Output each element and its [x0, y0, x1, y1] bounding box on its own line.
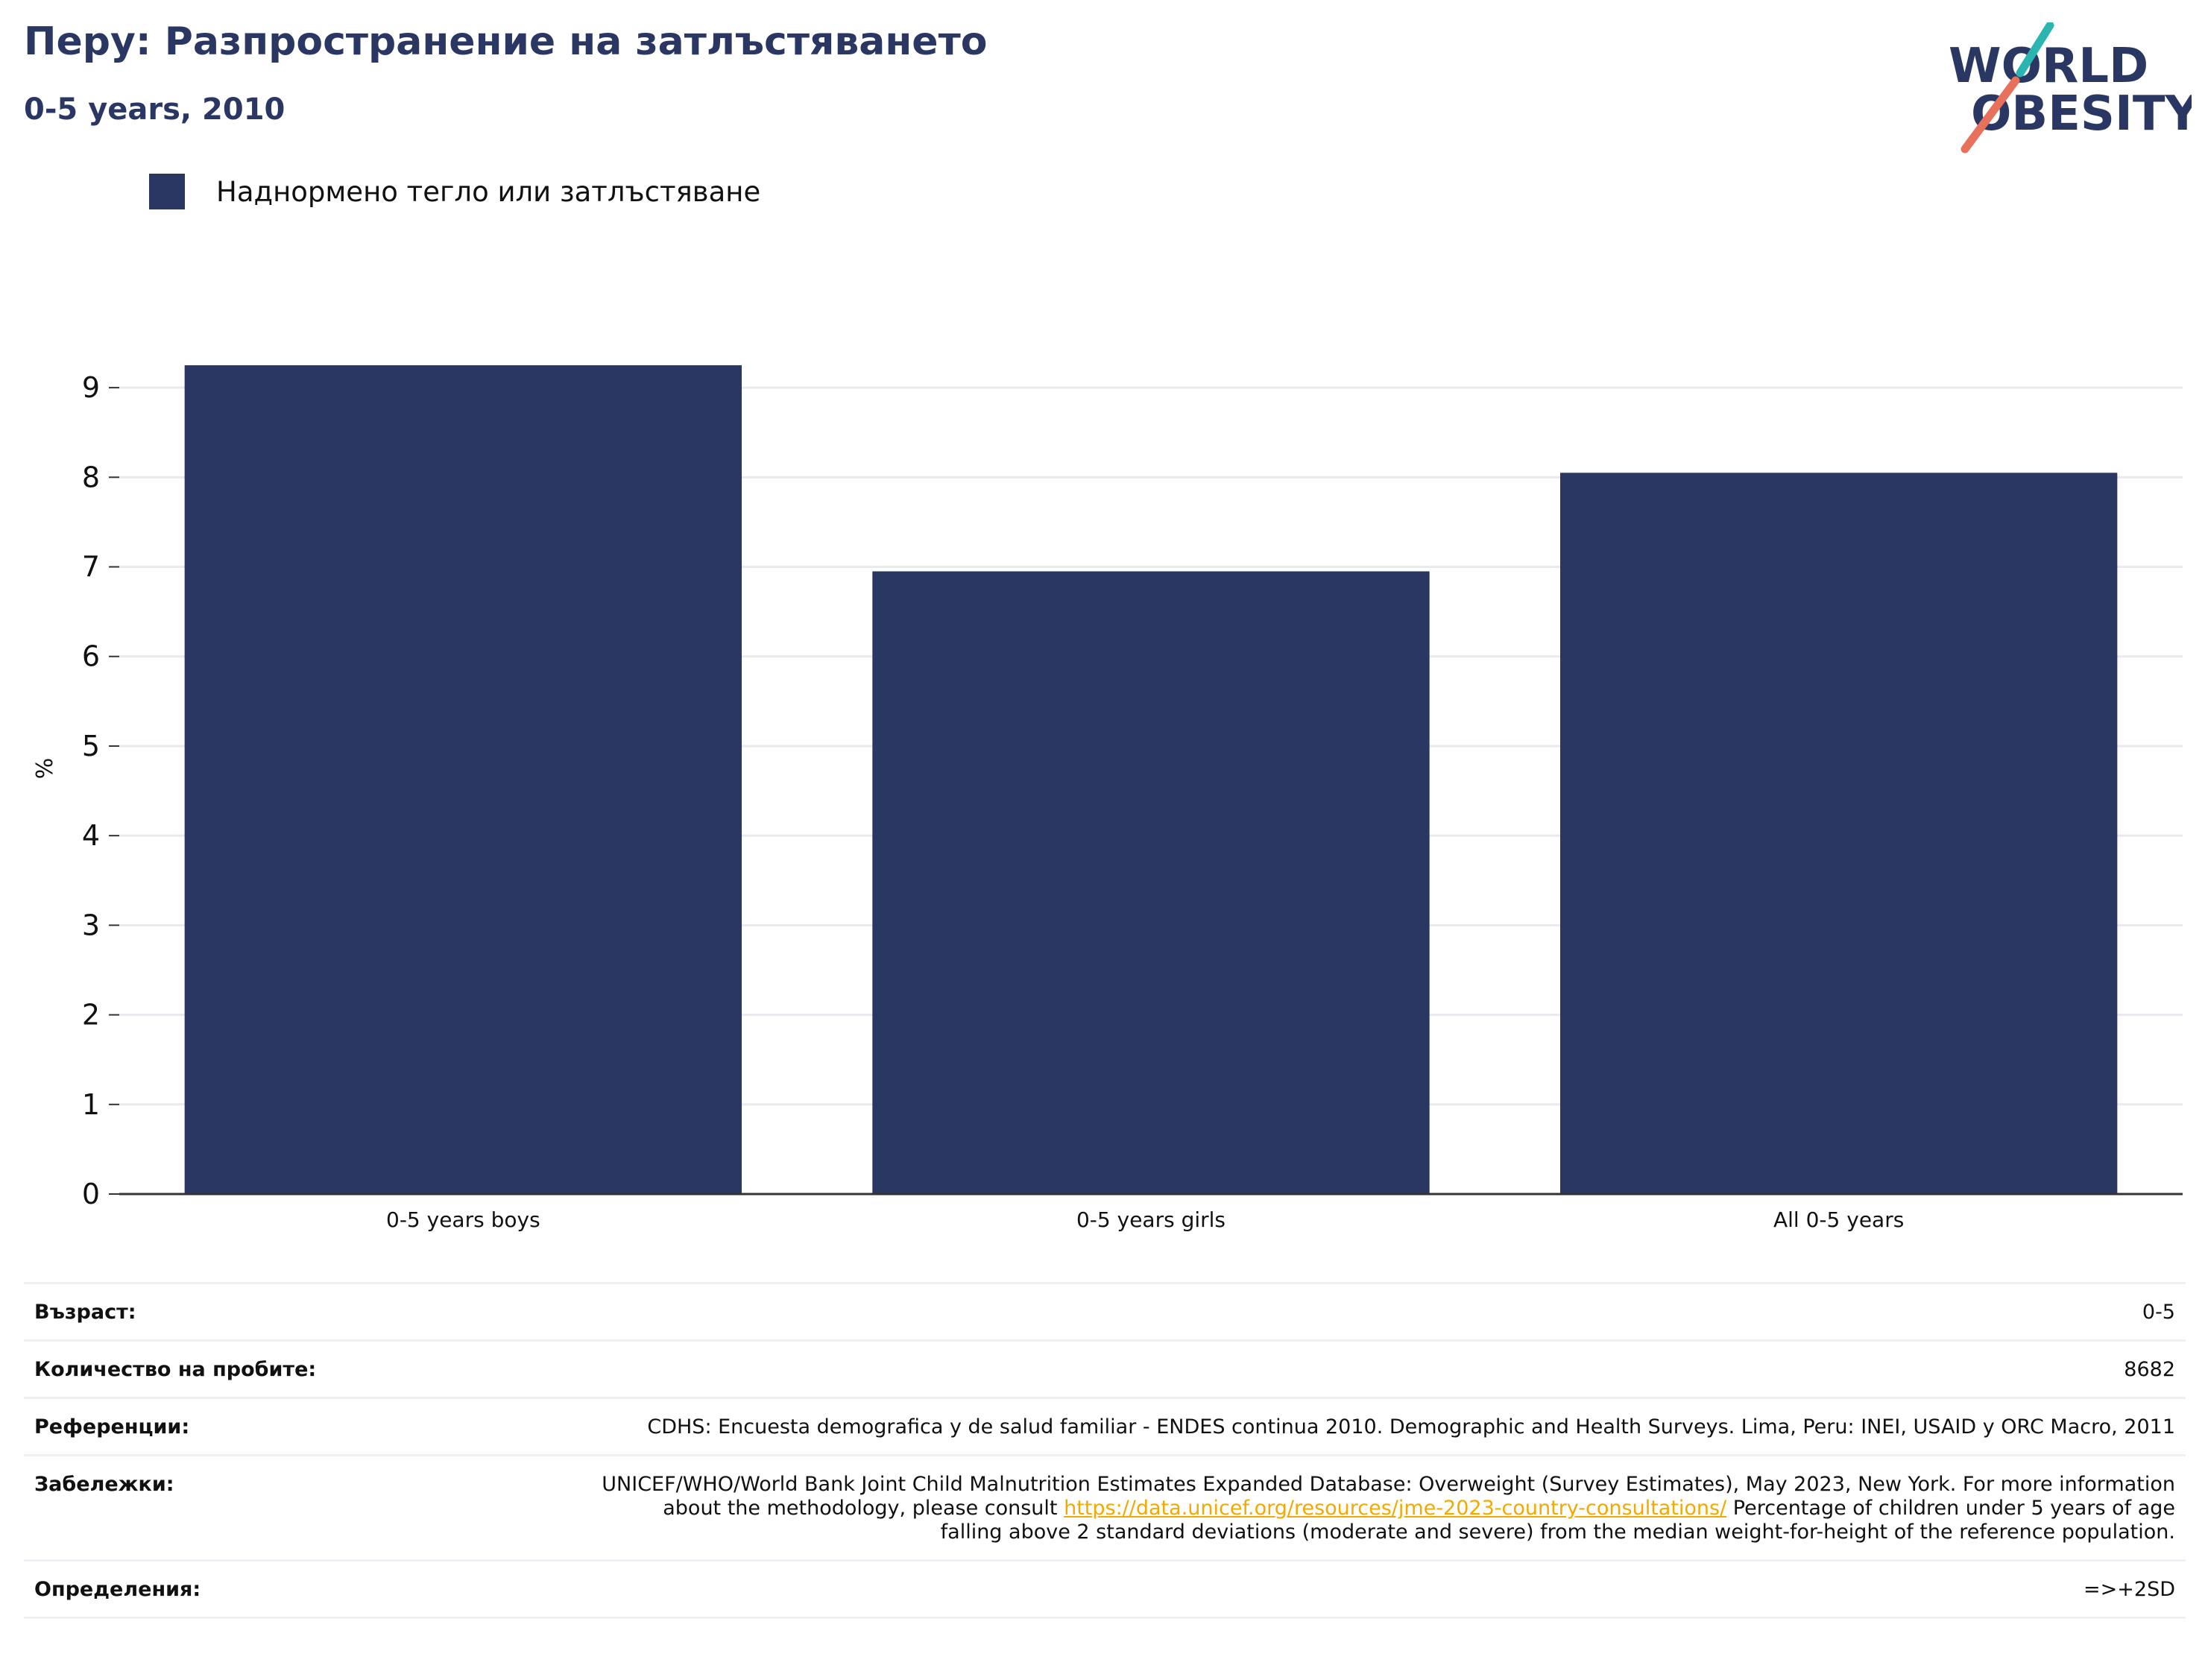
x-tick-label: 0-5 years girls [1076, 1207, 1225, 1232]
y-axis-label: % [32, 758, 58, 780]
info-label-notes: Забележки: [34, 1473, 174, 1496]
axes: 0 1 2 3 4 5 6 7 8 9 0-5 years boys 0-5 years girls A… [32, 371, 2183, 1232]
y-tick-label: 5 [82, 730, 100, 762]
y-tick-label: 0 [82, 1178, 100, 1210]
logo-word-world: WORLD [1949, 39, 2148, 94]
info-value-notes: UNICEF/WHO/World Bank Joint Child Malnut… [595, 1473, 2175, 1544]
info-row-sample: Количество на пробите: 8682 [24, 1342, 2186, 1399]
info-value-age: 0-5 [2142, 1301, 2175, 1324]
bar [184, 365, 742, 1195]
info-row-references: Референции: CDHS: Encuesta demografica y… [24, 1399, 2186, 1456]
info-value-definitions: =>+2SD [2083, 1578, 2175, 1601]
bar [1559, 473, 2118, 1194]
bar [872, 571, 1430, 1194]
legend-label: Наднормено тегло или затлъстяване [216, 175, 761, 208]
y-tick-label: 8 [82, 461, 100, 493]
world-obesity-logo: WORLD OBESITY [1949, 22, 2192, 154]
info-label-age: Възраст: [34, 1301, 136, 1324]
info-value-references: CDHS: Encuesta demografica y de salud fa… [647, 1415, 2175, 1439]
bar-chart: 0 1 2 3 4 5 6 7 8 9 0-5 years boys 0-5 years girls A… [32, 365, 2183, 1232]
y-tick-label: 7 [82, 551, 100, 584]
methodology-link[interactable]: https://data.unicef.org/resources/jme-20… [1064, 1497, 1727, 1520]
x-tick-label: 0-5 years boys [386, 1207, 540, 1232]
info-label-sample: Количество на пробите: [34, 1358, 317, 1381]
info-row-definitions: Определения: =>+2SD [24, 1561, 2186, 1619]
chart-legend: Наднормено тегло или затлъстяване [149, 173, 760, 210]
info-label-references: Референции: [34, 1415, 190, 1439]
notes-text-before: UNICEF/WHO/World Bank Joint Child Malnut… [602, 1473, 2175, 1520]
chart-title: Перу: Разпространение на затлъстяването [24, 19, 988, 64]
y-tick-label: 6 [82, 640, 100, 673]
info-table: Възраст: 0-5 Количество на пробите: 8682… [24, 1282, 2186, 1619]
logo-slash-teal [2016, 22, 2054, 78]
y-tick-label: 3 [82, 909, 100, 941]
legend-swatch [149, 174, 185, 209]
logo-slash-coral [1960, 76, 2020, 154]
info-label-definitions: Определения: [34, 1578, 201, 1601]
y-tick-label: 2 [82, 999, 100, 1032]
info-row-age: Възраст: 0-5 [24, 1284, 2186, 1342]
info-row-notes: Забележки: UNICEF/WHO/World Bank Joint C… [24, 1456, 2186, 1561]
notes-text-after: Percentage of children under 5 years of … [940, 1497, 2175, 1544]
y-tick-label: 4 [82, 819, 100, 852]
x-tick-label: All 0-5 years [1773, 1207, 1904, 1232]
y-tick-label: 9 [82, 371, 100, 404]
y-tick-label: 1 [82, 1088, 100, 1121]
info-value-sample: 8682 [2124, 1358, 2175, 1381]
bars [184, 365, 2118, 1195]
chart-subtitle: 0-5 years, 2010 [24, 92, 286, 127]
